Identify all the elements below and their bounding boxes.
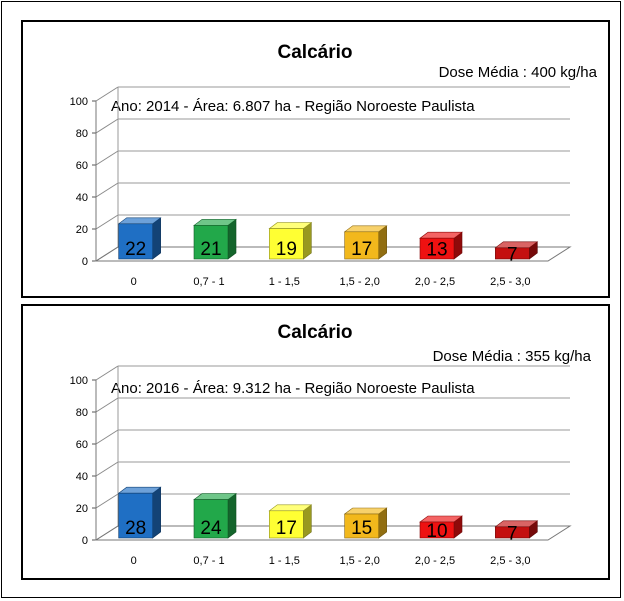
y-tick-label: 20 (76, 224, 88, 236)
plot-area: 0 20 40 60 80 100 22 0 21 0,7 - 1 19 1 - 1,5 17 1,5 -… (70, 86, 572, 288)
chart-subtitle: Ano: 2016 - Área: 9.312 ha - Região Noro… (111, 380, 475, 397)
x-tick-label: 0 (131, 555, 137, 567)
data-label: 10 (426, 521, 447, 542)
bar-0: 28 (117, 486, 162, 539)
x-tick-label: 1,5 - 2,0 (339, 276, 379, 288)
y-tick-label: 80 (76, 128, 88, 140)
bar-side (227, 218, 237, 260)
chart-2016: Calcário Dose Média : 355 kg/ha Ano: 201… (70, 322, 592, 567)
x-tick-label: 1 - 1,5 (269, 276, 300, 288)
data-label: 28 (125, 518, 146, 539)
x-tick-label: 1,5 - 2,0 (339, 555, 379, 567)
data-label: 19 (276, 239, 297, 260)
bar-top (268, 504, 313, 512)
x-tick-label: 1 - 1,5 (269, 555, 300, 567)
dose-label: Dose Média : 400 kg/ha (439, 64, 598, 81)
y-tick-label: 20 (76, 503, 88, 515)
data-label: 7 (507, 244, 518, 265)
bar-front (419, 237, 455, 260)
bar-0: 22 (117, 217, 162, 260)
bar-4: 13 (419, 231, 463, 261)
chart-panel-2014: Calcário Dose Média : 400 kg/ha Ano: 201… (21, 20, 610, 298)
bar-3: 15 (343, 507, 388, 539)
bar-front (269, 228, 304, 260)
data-label: 13 (426, 240, 447, 261)
bar-front (344, 513, 379, 539)
x-tick-label: 0,7 - 1 (193, 555, 224, 567)
bar-5: 7 (494, 241, 539, 265)
y-tick-label: 40 (76, 471, 88, 483)
bar-2: 19 (268, 222, 313, 260)
bar-1: 21 (193, 218, 237, 260)
data-label: 17 (276, 518, 297, 539)
y-tick-label: 80 (76, 407, 88, 419)
x-tick-label: 2,5 - 3,0 (490, 276, 530, 288)
bar-4: 10 (419, 515, 463, 542)
floor (94, 246, 572, 262)
y-tick-label: 60 (76, 439, 88, 451)
grid-diagonal (95, 150, 119, 166)
data-label: 24 (200, 518, 222, 539)
bar-3: 17 (343, 225, 388, 260)
bar-top (193, 493, 237, 500)
chart-title: Calcário (278, 42, 353, 63)
y-tick-label: 100 (70, 96, 88, 108)
grid-diagonal (95, 397, 119, 413)
bar-front (118, 492, 153, 539)
bar-front (344, 231, 379, 260)
bar-top (343, 507, 388, 515)
bar-front (193, 499, 229, 539)
chart-panel-2016: Calcário Dose Média : 355 kg/ha Ano: 201… (21, 304, 610, 580)
x-tick-label: 0,7 - 1 (193, 276, 224, 288)
grid-diagonal (95, 214, 119, 230)
y-tick-label: 40 (76, 192, 88, 204)
grid-diagonal (95, 429, 119, 445)
bar-side (227, 493, 237, 539)
plot-area: 0 20 40 60 80 100 28 0 24 0,7 - 1 17 1 - 1,5 15 1,5 -… (70, 365, 572, 567)
floor (94, 525, 572, 541)
chart-subtitle: Ano: 2014 - Área: 6.807 ha - Região Noro… (111, 98, 475, 115)
bar-front (193, 225, 229, 260)
bar-front (495, 526, 530, 539)
data-label: 17 (351, 239, 372, 260)
bar-front (118, 223, 153, 260)
grid-diagonal (95, 86, 119, 102)
grid-diagonal (95, 118, 119, 134)
y-tick-label: 0 (82, 535, 88, 547)
grid-diagonal (95, 365, 119, 381)
y-tick-label: 0 (82, 256, 88, 268)
y-tick-label: 60 (76, 160, 88, 172)
y-tick-label: 100 (70, 375, 88, 387)
x-tick-label: 2,0 - 2,5 (415, 276, 455, 288)
data-label: 22 (125, 239, 146, 260)
bar-front (495, 247, 530, 260)
data-label: 15 (351, 518, 372, 539)
bar-top (193, 219, 237, 226)
dose-label: Dose Média : 355 kg/ha (433, 348, 592, 365)
bar-front (269, 510, 304, 539)
data-label: 7 (507, 523, 518, 544)
bar-top (268, 222, 313, 229)
bar-5: 7 (494, 520, 539, 544)
bar-1: 24 (193, 493, 237, 539)
bar-top (117, 217, 162, 225)
bar-front (419, 521, 455, 539)
x-tick-label: 2,0 - 2,5 (415, 555, 455, 567)
chart-2014: Calcário Dose Média : 400 kg/ha Ano: 201… (70, 42, 598, 288)
x-tick-label: 2,5 - 3,0 (490, 555, 530, 567)
bar-2: 17 (268, 504, 313, 539)
bar-side (152, 217, 161, 260)
x-tick-label: 0 (131, 276, 137, 288)
bar-side (152, 486, 161, 539)
grid-diagonal (95, 493, 119, 509)
grid-diagonal (95, 461, 119, 477)
data-label: 21 (200, 239, 221, 260)
grid-diagonal (95, 182, 119, 198)
chart-title: Calcário (278, 322, 353, 343)
